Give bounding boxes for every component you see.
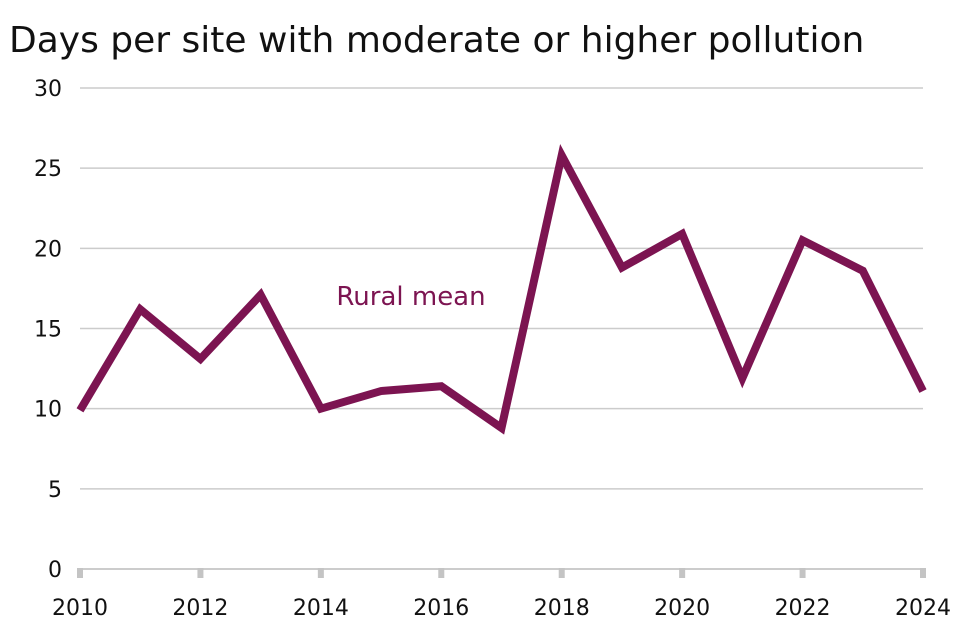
data-point-2022 xyxy=(799,236,807,244)
data-point-2019 xyxy=(618,264,626,272)
y-tick-label: 20 xyxy=(34,237,62,262)
y-tick-label: 15 xyxy=(34,318,62,343)
y-tick-label: 5 xyxy=(48,478,62,503)
data-point-2024 xyxy=(919,387,927,395)
data-point-2013 xyxy=(257,291,265,299)
series-line-rural-mean xyxy=(76,143,927,435)
x-tick-mark xyxy=(438,568,445,578)
data-point-2023 xyxy=(859,267,867,275)
data-point-2010 xyxy=(76,406,84,414)
x-tick-mark xyxy=(558,568,565,578)
x-tick-mark xyxy=(920,568,926,578)
y-tick-label: 0 xyxy=(48,558,62,583)
gridlines xyxy=(80,87,923,490)
x-tick-label: 2016 xyxy=(413,596,469,621)
x-tick-mark xyxy=(679,568,686,578)
data-point-2015 xyxy=(377,387,385,395)
x-tick-mark xyxy=(77,568,83,578)
data-point-2017 xyxy=(498,424,506,432)
x-tick-label: 2014 xyxy=(293,596,349,621)
data-point-2018 xyxy=(558,151,566,159)
x-tick-label: 2018 xyxy=(534,596,590,621)
series-layer xyxy=(76,143,927,435)
series-labels: Rural mean xyxy=(336,282,485,312)
y-axis-ticks: 0 5 10 15 20 25 30 xyxy=(34,77,62,583)
data-point-2014 xyxy=(317,405,325,413)
x-tick-label: 2024 xyxy=(895,596,951,621)
x-tick-mark xyxy=(799,568,806,578)
x-tick-label: 2010 xyxy=(52,596,108,621)
y-tick-label: 25 xyxy=(34,157,62,182)
data-point-2016 xyxy=(437,382,445,390)
x-tick-label: 2020 xyxy=(654,596,710,621)
x-tick-mark xyxy=(197,568,204,578)
x-tick-mark xyxy=(317,568,324,578)
data-point-2021 xyxy=(738,374,746,382)
x-tick-label: 2022 xyxy=(775,596,831,621)
y-tick-label: 10 xyxy=(34,398,62,423)
x-axis-ticks: 2010 2012 2014 2016 2018 2020 2022 2024 xyxy=(52,568,951,621)
x-tick-label: 2012 xyxy=(172,596,228,621)
y-tick-label: 30 xyxy=(34,77,62,102)
chart-title: Days per site with moderate or higher po… xyxy=(9,20,865,61)
data-point-2012 xyxy=(196,355,204,363)
series-label-rural-mean: Rural mean xyxy=(336,282,485,312)
data-point-2020 xyxy=(678,230,686,238)
data-point-2011 xyxy=(136,305,144,313)
